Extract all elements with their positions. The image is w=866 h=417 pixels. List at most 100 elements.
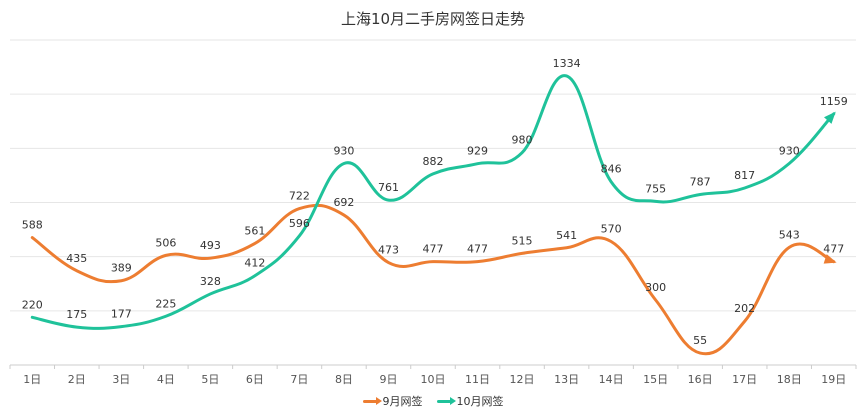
data-point-oct [698, 192, 702, 196]
data-label-sep: 692 [333, 196, 354, 209]
data-label-sep: 515 [512, 234, 533, 247]
data-point-sep [208, 256, 212, 260]
x-tick-label: 13日 [554, 373, 579, 386]
x-tick-label: 11日 [465, 373, 490, 386]
legend-item-sep[interactable]: 9月网签 [362, 393, 423, 409]
x-tick-label: 16日 [688, 373, 713, 386]
data-label-oct: 761 [378, 181, 399, 194]
data-label-sep: 493 [200, 239, 221, 252]
x-tick-label: 7日 [290, 373, 308, 386]
data-label-sep: 588 [22, 219, 43, 232]
x-tick-label: 15日 [643, 373, 668, 386]
data-label-sep: 300 [645, 281, 666, 294]
data-point-sep [743, 319, 747, 323]
data-point-sep [342, 213, 346, 217]
x-tick-label: 5日 [201, 373, 219, 386]
data-point-oct [787, 162, 791, 166]
data-label-sep: 477 [423, 243, 444, 256]
data-label-oct: 817 [734, 169, 755, 182]
data-point-sep [654, 298, 658, 302]
x-tick-label: 2日 [68, 373, 86, 386]
series-line-sep [30, 203, 836, 356]
data-label-oct: 328 [200, 275, 221, 288]
series-line-oct [30, 74, 836, 330]
data-point-oct [75, 325, 79, 329]
data-point-sep [520, 251, 524, 255]
data-point-sep [431, 260, 435, 264]
data-point-oct [297, 234, 301, 238]
data-label-oct: 980 [512, 134, 533, 147]
legend-label-oct: 10月网签 [456, 395, 504, 408]
x-tick-label: 18日 [777, 373, 802, 386]
data-label-sep: 477 [823, 243, 844, 256]
data-label-sep: 506 [155, 236, 176, 249]
data-point-oct [342, 162, 346, 166]
data-point-oct [565, 74, 569, 78]
x-tick-label: 6日 [246, 373, 264, 386]
chart-legend: 9月网签 10月网签 [0, 393, 866, 409]
data-label-oct: 412 [244, 257, 265, 270]
data-point-oct [476, 162, 480, 166]
data-label-sep: 477 [467, 243, 488, 256]
data-point-oct [253, 274, 257, 278]
x-tick-label: 14日 [599, 373, 624, 386]
data-label-sep: 435 [66, 252, 87, 265]
data-point-oct [431, 172, 435, 176]
legend-swatch-oct [436, 396, 456, 405]
x-tick-label: 4日 [157, 373, 175, 386]
x-tick-label: 10日 [421, 373, 446, 386]
data-point-oct [520, 151, 524, 155]
data-point-sep [297, 207, 301, 211]
x-tick-label: 19日 [821, 373, 846, 386]
data-label-oct: 1159 [820, 95, 848, 108]
data-label-oct: 1334 [553, 57, 581, 70]
data-point-sep [164, 253, 168, 257]
legend-label-sep: 9月网签 [382, 395, 423, 408]
data-label-sep: 570 [601, 223, 622, 236]
x-tick-label: 1日 [23, 373, 41, 386]
data-label-sep: 202 [734, 302, 755, 315]
data-label-sep: 561 [244, 224, 265, 237]
legend-item-oct[interactable]: 10月网签 [436, 393, 504, 409]
data-point-sep [253, 241, 257, 245]
series-arrow-sep [823, 254, 837, 264]
data-point-oct [386, 198, 390, 202]
chart-title: 上海10月二手房网签日走势 [340, 10, 526, 28]
data-point-oct [208, 292, 212, 296]
data-label-sep: 389 [111, 262, 132, 275]
data-label-oct: 225 [155, 297, 176, 310]
data-label-oct: 755 [645, 182, 666, 195]
data-point-sep [832, 260, 836, 264]
data-label-oct: 846 [601, 163, 622, 176]
data-label-sep: 473 [378, 244, 399, 257]
data-label-oct: 220 [22, 298, 43, 311]
data-label-sep: 543 [779, 228, 800, 241]
x-tick-label: 12日 [510, 373, 535, 386]
x-tick-label: 17日 [732, 373, 757, 386]
data-point-oct [743, 186, 747, 190]
data-point-sep [386, 261, 390, 265]
data-label-oct: 787 [690, 175, 711, 188]
data-label-oct: 175 [66, 308, 87, 321]
legend-swatch-sep [362, 396, 382, 405]
data-label-oct: 177 [111, 308, 132, 321]
data-point-sep [787, 245, 791, 249]
x-tick-label: 3日 [112, 373, 130, 386]
data-point-sep [30, 236, 34, 240]
data-label-oct: 929 [467, 145, 488, 158]
data-label-oct: 882 [423, 155, 444, 168]
data-point-sep [609, 240, 613, 244]
series-arrow-oct [824, 111, 836, 124]
data-label-oct: 930 [333, 145, 354, 158]
data-point-sep [476, 260, 480, 264]
data-point-sep [565, 246, 569, 250]
data-point-sep [119, 279, 123, 283]
data-point-oct [832, 112, 836, 116]
data-label-oct: 930 [779, 145, 800, 158]
data-point-sep [698, 351, 702, 355]
data-point-sep [75, 269, 79, 273]
data-point-oct [164, 314, 168, 318]
data-point-oct [609, 180, 613, 184]
